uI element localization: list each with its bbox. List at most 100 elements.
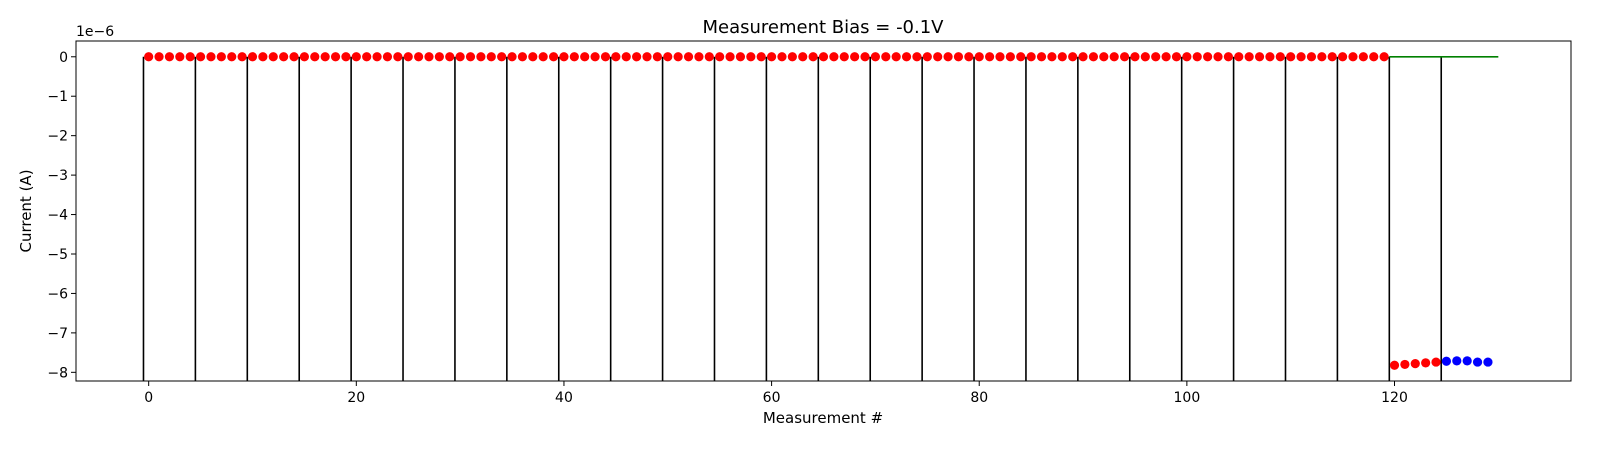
data-point <box>175 52 185 62</box>
y-tick-label: −7 <box>47 326 68 342</box>
data-point <box>1036 52 1047 62</box>
data-point <box>372 52 382 62</box>
data-point <box>818 52 829 62</box>
data-point <box>1223 52 1233 62</box>
data-point <box>974 52 984 62</box>
data-point <box>1327 52 1337 62</box>
data-point <box>964 52 974 62</box>
data-point <box>320 52 330 62</box>
data-point <box>1057 52 1067 62</box>
data-point <box>1109 52 1119 62</box>
data-point <box>164 52 175 62</box>
data-point <box>465 52 476 62</box>
y-axis-ticks: 0 −1 −2 −3 −4 −5 −6 −7 −8 <box>47 50 76 381</box>
data-point <box>289 52 299 62</box>
data-point <box>756 52 766 62</box>
data-point <box>746 52 756 62</box>
data-point <box>445 52 455 62</box>
data-point <box>1005 52 1015 62</box>
data-point <box>1026 52 1036 62</box>
data-point <box>694 52 704 62</box>
data-point <box>237 52 247 62</box>
data-point <box>704 52 714 62</box>
data-point <box>414 52 424 62</box>
data-point <box>507 52 517 62</box>
data-point <box>953 52 964 62</box>
data-point <box>1171 52 1182 62</box>
data-point <box>1016 52 1026 62</box>
data-point <box>600 52 611 62</box>
data-point <box>351 52 361 62</box>
data-point <box>1306 52 1317 62</box>
data-point <box>362 52 372 62</box>
data-point <box>258 52 268 62</box>
data-point <box>839 52 849 62</box>
y-tick-label: −8 <box>47 365 68 381</box>
data-point <box>310 52 320 62</box>
data-point <box>1286 52 1296 62</box>
plot-frame <box>75 40 1572 382</box>
data-point <box>1099 52 1109 62</box>
data-point <box>995 52 1005 62</box>
vertical-lines <box>142 56 1443 381</box>
data-point <box>985 52 995 62</box>
data-point <box>434 52 444 62</box>
data-point <box>206 52 216 62</box>
data-point <box>1192 52 1202 62</box>
chart-title: Measurement Bias = -0.1V <box>702 17 944 38</box>
data-point <box>1358 52 1368 62</box>
data-point <box>476 52 486 62</box>
data-point <box>1140 52 1150 62</box>
data-point <box>1088 52 1099 62</box>
data-point <box>1317 52 1327 62</box>
data-point <box>1265 52 1275 62</box>
data-point <box>455 52 465 62</box>
data-point <box>538 52 548 62</box>
data-point <box>1068 52 1078 62</box>
data-point <box>185 52 195 62</box>
data-point <box>382 52 393 62</box>
data-point <box>683 52 694 62</box>
y-tick-label: −1 <box>47 89 68 105</box>
data-point <box>1203 52 1213 62</box>
data-point <box>403 52 413 62</box>
data-point <box>715 52 725 62</box>
y-tick-label: −5 <box>47 247 68 263</box>
data-point <box>1421 358 1431 368</box>
data-point <box>922 52 932 62</box>
data-point <box>663 52 673 62</box>
data-point <box>1151 52 1161 62</box>
data-point <box>247 52 258 62</box>
data-point <box>1452 356 1462 366</box>
data-point <box>154 52 164 62</box>
data-point <box>216 52 226 62</box>
data-point <box>912 52 922 62</box>
data-points <box>144 52 1493 370</box>
data-point <box>777 52 787 62</box>
x-tick-label: 100 <box>1174 390 1201 406</box>
data-point <box>642 52 652 62</box>
data-point <box>1161 52 1171 62</box>
data-point <box>1254 52 1265 62</box>
x-tick-label: 40 <box>555 390 573 406</box>
data-point <box>1431 357 1441 367</box>
x-tick-label: 120 <box>1381 390 1408 406</box>
data-point <box>279 52 289 62</box>
data-point <box>1234 52 1244 62</box>
data-point <box>933 52 943 62</box>
data-point <box>611 52 621 62</box>
data-point <box>1337 52 1348 62</box>
data-point <box>424 52 434 62</box>
data-point <box>901 52 912 62</box>
data-point <box>652 52 662 62</box>
data-point <box>299 52 310 62</box>
data-point <box>1389 360 1400 370</box>
data-point <box>766 52 777 62</box>
data-point <box>1379 52 1389 62</box>
data-point <box>1275 52 1285 62</box>
x-tick-label: 60 <box>763 390 781 406</box>
x-tick-label: 20 <box>347 390 365 406</box>
data-point <box>580 52 590 62</box>
